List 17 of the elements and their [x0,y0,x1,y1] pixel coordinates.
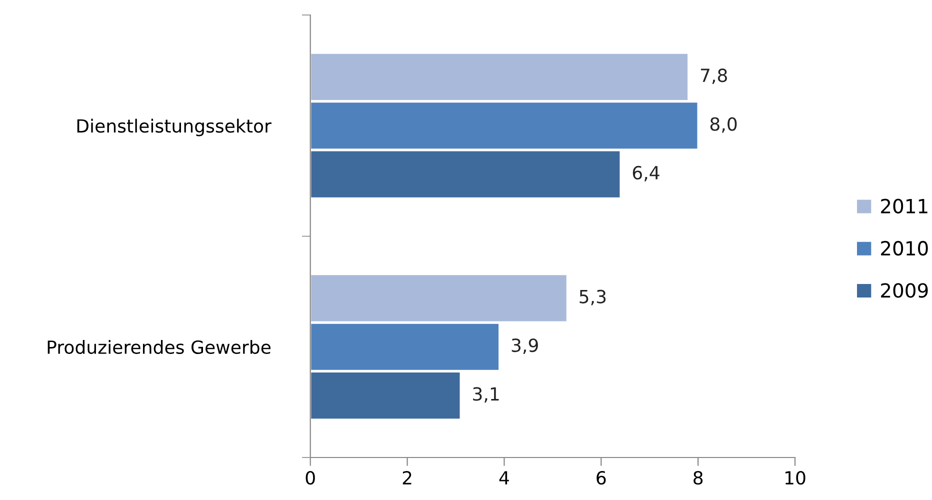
data-label: 6,4 [632,166,660,182]
y-tick-label: Produzierendes Gewerbe [48,340,271,354]
data-label: 8,0 [710,117,737,133]
x-tick-label: 10 [785,471,806,485]
legend-label: 2009 [881,283,928,298]
x-tick-label: 6 [596,471,606,485]
x-tick-label: 2 [402,471,412,484]
legend-label: 2011 [881,198,928,214]
legend-label: 2010 [881,240,928,256]
data-label: 7,8 [700,68,727,84]
data-label: 3,1 [473,387,499,403]
x-tick-label: 4 [499,471,509,484]
data-label: 5,3 [580,290,606,306]
data-label: 3,9 [512,338,538,354]
y-tick-label: Dienstleistungssektor [77,118,272,136]
x-tick-label: 0 [306,471,315,485]
x-tick-label: 8 [694,471,703,485]
